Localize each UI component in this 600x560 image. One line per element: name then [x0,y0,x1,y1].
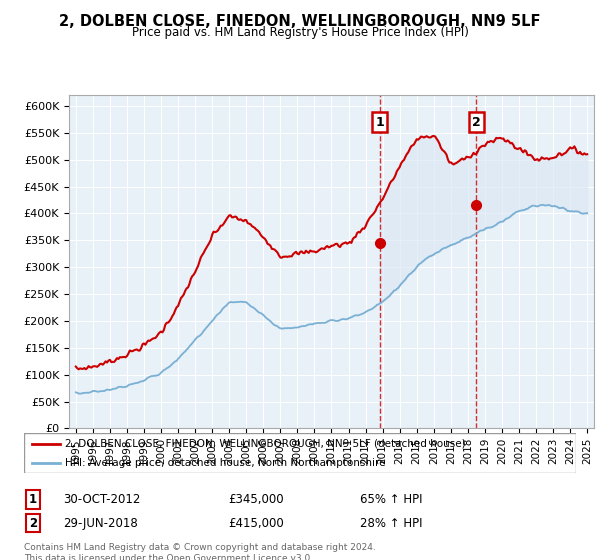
Text: 28% ↑ HPI: 28% ↑ HPI [360,516,422,530]
Text: £345,000: £345,000 [228,493,284,506]
Text: 1: 1 [29,493,37,506]
Text: £415,000: £415,000 [228,516,284,530]
Text: 2: 2 [29,516,37,530]
Text: Contains HM Land Registry data © Crown copyright and database right 2024.
This d: Contains HM Land Registry data © Crown c… [24,543,376,560]
Text: 1: 1 [376,115,384,129]
Text: 29-JUN-2018: 29-JUN-2018 [63,516,138,530]
Text: 30-OCT-2012: 30-OCT-2012 [63,493,140,506]
Text: Price paid vs. HM Land Registry's House Price Index (HPI): Price paid vs. HM Land Registry's House … [131,26,469,39]
Text: 2, DOLBEN CLOSE, FINEDON, WELLINGBOROUGH, NN9 5LF: 2, DOLBEN CLOSE, FINEDON, WELLINGBOROUGH… [59,14,541,29]
Text: 2, DOLBEN CLOSE, FINEDON, WELLINGBOROUGH, NN9 5LF (detached house): 2, DOLBEN CLOSE, FINEDON, WELLINGBOROUGH… [65,439,466,449]
Text: 65% ↑ HPI: 65% ↑ HPI [360,493,422,506]
Text: 2: 2 [472,115,481,129]
Text: HPI: Average price, detached house, North Northamptonshire: HPI: Average price, detached house, Nort… [65,458,386,468]
